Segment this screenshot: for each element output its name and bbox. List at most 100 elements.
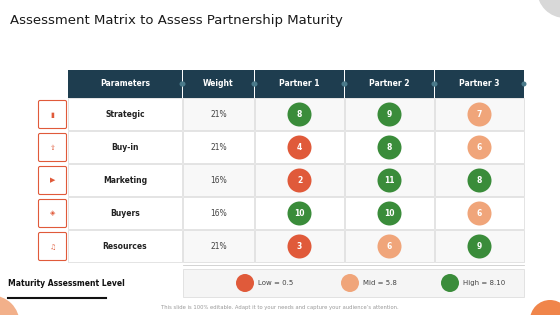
Text: 21%: 21% xyxy=(210,242,227,251)
Text: 3: 3 xyxy=(297,242,302,251)
Bar xyxy=(435,70,524,98)
Bar xyxy=(345,70,434,98)
Text: ⇧: ⇧ xyxy=(50,145,55,151)
Bar xyxy=(435,131,524,163)
Text: 16%: 16% xyxy=(210,209,227,218)
Text: This slide is 100% editable. Adapt it to your needs and capture your audience’s : This slide is 100% editable. Adapt it to… xyxy=(161,305,399,310)
Bar xyxy=(345,197,434,229)
Bar xyxy=(183,269,524,297)
Ellipse shape xyxy=(468,102,492,127)
Bar xyxy=(255,197,344,229)
Ellipse shape xyxy=(0,295,20,315)
Text: Parameters: Parameters xyxy=(100,79,150,89)
Text: 7: 7 xyxy=(477,110,482,119)
Bar xyxy=(435,230,524,262)
Ellipse shape xyxy=(343,82,348,87)
Ellipse shape xyxy=(341,274,359,292)
Text: ▶: ▶ xyxy=(50,177,55,184)
FancyBboxPatch shape xyxy=(39,167,67,194)
Bar xyxy=(183,70,254,98)
Bar xyxy=(68,70,182,98)
Text: 16%: 16% xyxy=(210,176,227,185)
Bar xyxy=(345,98,434,130)
Bar xyxy=(68,131,182,163)
Text: Strategic: Strategic xyxy=(105,110,145,119)
Bar xyxy=(183,98,254,130)
Text: Partner 3: Partner 3 xyxy=(459,79,500,89)
Ellipse shape xyxy=(180,82,184,87)
Text: 8: 8 xyxy=(297,110,302,119)
Text: Maturity Assessment Level: Maturity Assessment Level xyxy=(8,278,125,288)
Text: 4: 4 xyxy=(297,143,302,152)
Ellipse shape xyxy=(377,234,402,259)
Ellipse shape xyxy=(468,169,492,192)
Bar xyxy=(345,164,434,196)
Text: Weight: Weight xyxy=(203,79,234,89)
Bar xyxy=(255,230,344,262)
Ellipse shape xyxy=(377,169,402,192)
Bar xyxy=(183,230,254,262)
Bar xyxy=(255,164,344,196)
Ellipse shape xyxy=(468,202,492,226)
Ellipse shape xyxy=(287,135,311,159)
Text: Mid = 5.8: Mid = 5.8 xyxy=(363,280,397,286)
Ellipse shape xyxy=(432,82,437,87)
Text: 11: 11 xyxy=(384,176,395,185)
Ellipse shape xyxy=(441,274,459,292)
Text: 10: 10 xyxy=(294,209,305,218)
Ellipse shape xyxy=(377,135,402,159)
Bar xyxy=(435,164,524,196)
Bar xyxy=(68,230,182,262)
Ellipse shape xyxy=(180,82,185,87)
FancyBboxPatch shape xyxy=(39,199,67,227)
Text: Partner 1: Partner 1 xyxy=(279,79,320,89)
Ellipse shape xyxy=(530,300,560,315)
FancyBboxPatch shape xyxy=(39,134,67,162)
Ellipse shape xyxy=(342,82,347,87)
Text: Low = 0.5: Low = 0.5 xyxy=(258,280,293,286)
Text: 21%: 21% xyxy=(210,110,227,119)
Bar xyxy=(435,197,524,229)
Bar xyxy=(255,98,344,130)
Text: 9: 9 xyxy=(477,242,482,251)
Ellipse shape xyxy=(287,169,311,192)
Ellipse shape xyxy=(253,82,258,87)
Bar xyxy=(255,70,344,98)
Bar xyxy=(345,131,434,163)
Text: Buyers: Buyers xyxy=(110,209,140,218)
Bar xyxy=(183,164,254,196)
Bar xyxy=(255,131,344,163)
Ellipse shape xyxy=(287,234,311,259)
Text: 8: 8 xyxy=(387,143,392,152)
Text: Resources: Resources xyxy=(102,242,147,251)
Bar xyxy=(183,131,254,163)
Ellipse shape xyxy=(537,0,560,18)
Bar xyxy=(183,197,254,229)
Bar xyxy=(68,98,182,130)
Ellipse shape xyxy=(521,82,526,87)
Text: Buy-in: Buy-in xyxy=(111,143,139,152)
FancyBboxPatch shape xyxy=(39,100,67,129)
Ellipse shape xyxy=(377,202,402,226)
Text: 10: 10 xyxy=(384,209,395,218)
Text: 6: 6 xyxy=(387,242,392,251)
Text: 9: 9 xyxy=(387,110,392,119)
Ellipse shape xyxy=(251,82,256,87)
Text: 6: 6 xyxy=(477,209,482,218)
Ellipse shape xyxy=(287,102,311,127)
Ellipse shape xyxy=(468,234,492,259)
Text: ♫: ♫ xyxy=(49,243,55,249)
Ellipse shape xyxy=(432,82,436,87)
Text: Assessment Matrix to Assess Partnership Maturity: Assessment Matrix to Assess Partnership … xyxy=(10,14,343,27)
Text: High = 8.10: High = 8.10 xyxy=(463,280,505,286)
Text: ▮: ▮ xyxy=(50,112,54,117)
Text: Partner 2: Partner 2 xyxy=(369,79,410,89)
Bar xyxy=(68,197,182,229)
Text: 21%: 21% xyxy=(210,143,227,152)
Text: Marketing: Marketing xyxy=(103,176,147,185)
Text: 8: 8 xyxy=(477,176,482,185)
Ellipse shape xyxy=(377,102,402,127)
Bar xyxy=(345,230,434,262)
Text: 6: 6 xyxy=(477,143,482,152)
Ellipse shape xyxy=(236,274,254,292)
